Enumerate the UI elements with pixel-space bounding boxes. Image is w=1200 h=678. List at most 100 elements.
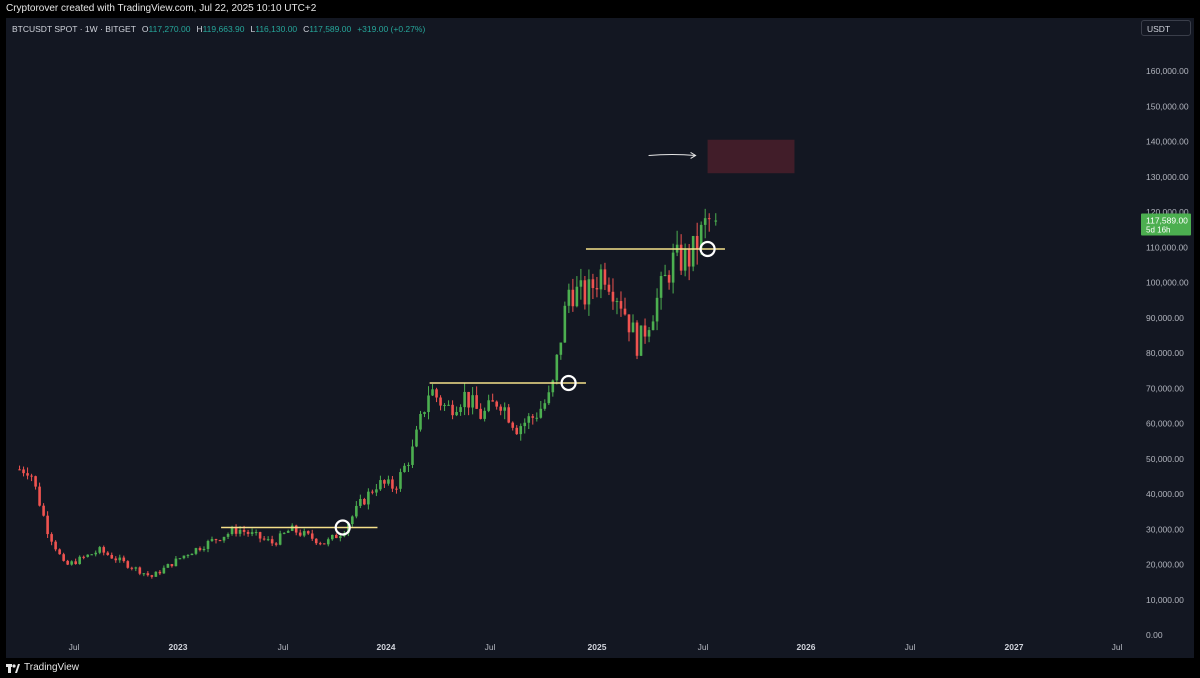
candle-body — [86, 554, 90, 557]
candle-body — [214, 539, 218, 541]
x-tick-label: Jul — [905, 642, 916, 652]
candle-body — [403, 465, 406, 473]
y-tick-label: 80,000.00 — [1146, 348, 1184, 358]
candle-body — [575, 286, 579, 307]
candle-body — [431, 389, 434, 396]
candle-body — [655, 297, 659, 322]
candle-body — [599, 269, 603, 290]
ohlc-high: H119,663.90 — [196, 24, 245, 34]
ohlc-open: O117,270.00 — [141, 24, 191, 34]
candle-body — [447, 404, 450, 406]
candle-body — [186, 555, 190, 557]
breakout-circle-marker[interactable] — [560, 374, 577, 392]
candle-body — [122, 557, 126, 562]
candle-body — [174, 558, 178, 567]
candle-body — [631, 322, 635, 333]
candle-body — [495, 401, 498, 407]
candle-body — [282, 532, 286, 534]
candle-body — [635, 322, 639, 356]
y-tick-label: 90,000.00 — [1146, 313, 1184, 323]
candle-body — [587, 279, 591, 305]
breakout-circle-marker[interactable] — [699, 240, 716, 258]
footer-bar: TradingView — [0, 658, 1200, 678]
candle-body — [459, 407, 462, 413]
attribution-text: Cryptorover created with TradingView.com… — [6, 3, 317, 14]
candle-body — [375, 489, 378, 493]
candle-body — [166, 564, 170, 568]
y-tick-label: 140,000.00 — [1146, 137, 1189, 147]
candle-body — [138, 567, 142, 574]
ohlc-close: C117,589.00 — [303, 24, 352, 34]
y-tick-label: 60,000.00 — [1146, 419, 1184, 429]
y-tick-label: 40,000.00 — [1146, 489, 1184, 499]
candle-body — [110, 554, 114, 559]
candle-body — [339, 536, 342, 539]
candle-body — [531, 416, 535, 418]
candle-body — [194, 548, 198, 554]
breakout-circle-marker[interactable] — [334, 519, 351, 536]
candle-body — [411, 446, 414, 465]
candle-body — [603, 269, 607, 285]
candle-body — [439, 397, 442, 406]
candle-body — [595, 288, 599, 290]
candle-body — [334, 534, 338, 539]
candle-body — [66, 560, 69, 565]
candle-body — [695, 235, 699, 250]
candle-body — [559, 342, 563, 355]
bar-countdown-label: 5d 16h — [1146, 225, 1170, 234]
candle-body — [663, 274, 667, 277]
candle-body — [591, 279, 595, 289]
candle-body — [146, 573, 150, 576]
candle-body — [134, 567, 138, 569]
candle-body — [703, 218, 707, 225]
candle-body — [162, 567, 166, 574]
candle-body — [230, 528, 234, 535]
y-tick-label: 160,000.00 — [1146, 66, 1189, 76]
candle-body — [535, 417, 539, 419]
candle-body — [54, 541, 57, 550]
candle-body — [270, 539, 274, 544]
x-tick-label: 2027 — [1005, 642, 1024, 652]
candle-body — [254, 532, 258, 534]
candle-body — [499, 406, 502, 411]
candle-body — [278, 533, 282, 545]
candle-body — [210, 539, 214, 541]
candle-body — [363, 499, 366, 505]
candle-body — [583, 280, 587, 305]
y-tick-label: 130,000.00 — [1146, 172, 1189, 182]
tradingview-logo[interactable]: TradingView — [6, 658, 79, 678]
arrow-drawing[interactable] — [648, 153, 696, 156]
candle-body — [563, 305, 567, 343]
x-tick-label: Jul — [698, 642, 709, 652]
candle-body — [615, 301, 619, 303]
x-tick-label: Jul — [485, 642, 496, 652]
candle-body — [407, 464, 410, 466]
candle-body — [182, 555, 186, 559]
candle-body — [511, 422, 515, 428]
candle-body — [242, 529, 246, 532]
candle-body — [46, 515, 49, 535]
currency-button[interactable]: USDT — [1141, 20, 1191, 36]
candle-body — [455, 412, 458, 416]
candle-body — [262, 538, 266, 540]
candle-body — [298, 532, 302, 536]
candle-body — [371, 491, 374, 493]
candle-body — [274, 543, 278, 545]
symbol-name[interactable]: BTCUSDT SPOT · 1W · BITGET — [12, 24, 136, 34]
candle-body — [667, 274, 671, 283]
candle-body — [130, 567, 134, 569]
candle-body — [611, 291, 615, 302]
target-zone-box[interactable] — [707, 139, 795, 174]
candle-body — [479, 408, 482, 419]
candle-body — [547, 392, 551, 404]
x-tick-label: Jul — [278, 642, 289, 652]
candle-body — [399, 472, 402, 489]
candle-body — [383, 480, 386, 484]
candle-body — [687, 248, 691, 267]
candle-body — [627, 314, 631, 333]
candle-body — [26, 473, 29, 476]
candle-body — [218, 540, 222, 542]
candle-body — [314, 538, 318, 544]
candle-body — [367, 491, 370, 505]
